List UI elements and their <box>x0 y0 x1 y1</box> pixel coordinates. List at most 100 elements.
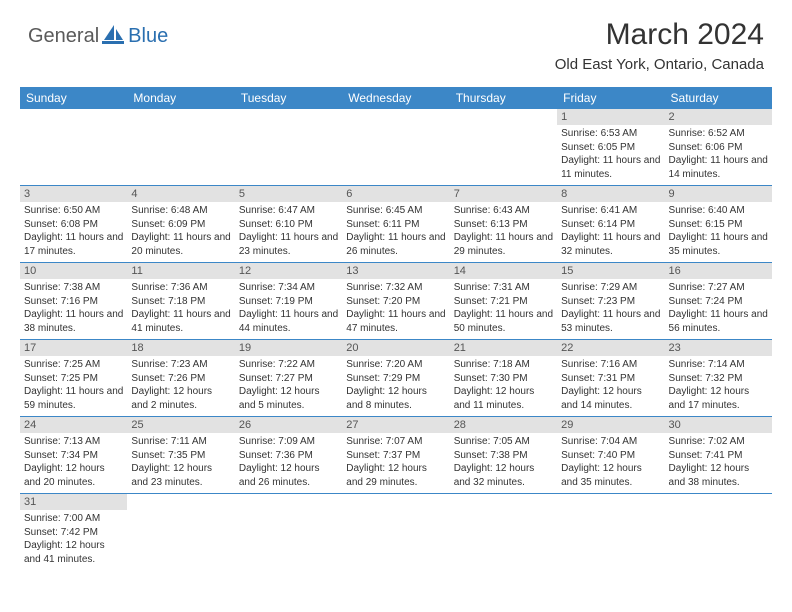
calendar-cell <box>127 109 234 186</box>
day-content: Sunrise: 6:40 AMSunset: 6:15 PMDaylight:… <box>665 202 772 262</box>
day-content: Sunrise: 7:18 AMSunset: 7:30 PMDaylight:… <box>450 356 557 416</box>
calendar-cell: 6Sunrise: 6:45 AMSunset: 6:11 PMDaylight… <box>342 186 449 263</box>
calendar-cell: 5Sunrise: 6:47 AMSunset: 6:10 PMDaylight… <box>235 186 342 263</box>
day-content: Sunrise: 6:41 AMSunset: 6:14 PMDaylight:… <box>557 202 664 262</box>
calendar-cell: 31Sunrise: 7:00 AMSunset: 7:42 PMDayligh… <box>20 494 127 571</box>
day-number: 7 <box>450 186 557 202</box>
day-content: Sunrise: 7:09 AMSunset: 7:36 PMDaylight:… <box>235 433 342 493</box>
day-number: 10 <box>20 263 127 279</box>
calendar-cell: 2Sunrise: 6:52 AMSunset: 6:06 PMDaylight… <box>665 109 772 186</box>
calendar-cell: 21Sunrise: 7:18 AMSunset: 7:30 PMDayligh… <box>450 340 557 417</box>
calendar-cell: 28Sunrise: 7:05 AMSunset: 7:38 PMDayligh… <box>450 417 557 494</box>
logo-text-blue: Blue <box>128 25 168 48</box>
day-number: 19 <box>235 340 342 356</box>
day-number: 24 <box>20 417 127 433</box>
day-content: Sunrise: 7:16 AMSunset: 7:31 PMDaylight:… <box>557 356 664 416</box>
calendar-week: 10Sunrise: 7:38 AMSunset: 7:16 PMDayligh… <box>20 263 772 340</box>
calendar-cell: 22Sunrise: 7:16 AMSunset: 7:31 PMDayligh… <box>557 340 664 417</box>
calendar-cell: 14Sunrise: 7:31 AMSunset: 7:21 PMDayligh… <box>450 263 557 340</box>
calendar-cell: 27Sunrise: 7:07 AMSunset: 7:37 PMDayligh… <box>342 417 449 494</box>
calendar-cell <box>127 494 234 571</box>
calendar-cell <box>665 494 772 571</box>
day-number: 9 <box>665 186 772 202</box>
day-number: 29 <box>557 417 664 433</box>
day-number: 17 <box>20 340 127 356</box>
day-number: 3 <box>20 186 127 202</box>
calendar-cell: 25Sunrise: 7:11 AMSunset: 7:35 PMDayligh… <box>127 417 234 494</box>
calendar-cell: 30Sunrise: 7:02 AMSunset: 7:41 PMDayligh… <box>665 417 772 494</box>
day-content: Sunrise: 7:13 AMSunset: 7:34 PMDaylight:… <box>20 433 127 493</box>
day-number: 6 <box>342 186 449 202</box>
day-content: Sunrise: 7:07 AMSunset: 7:37 PMDaylight:… <box>342 433 449 493</box>
calendar-cell: 16Sunrise: 7:27 AMSunset: 7:24 PMDayligh… <box>665 263 772 340</box>
day-number: 4 <box>127 186 234 202</box>
day-content: Sunrise: 7:20 AMSunset: 7:29 PMDaylight:… <box>342 356 449 416</box>
calendar-cell: 3Sunrise: 6:50 AMSunset: 6:08 PMDaylight… <box>20 186 127 263</box>
day-content: Sunrise: 7:25 AMSunset: 7:25 PMDaylight:… <box>20 356 127 416</box>
dow-header: Thursday <box>450 87 557 109</box>
calendar-cell: 12Sunrise: 7:34 AMSunset: 7:19 PMDayligh… <box>235 263 342 340</box>
logo-text-general: General <box>28 25 99 48</box>
day-content: Sunrise: 7:23 AMSunset: 7:26 PMDaylight:… <box>127 356 234 416</box>
day-content: Sunrise: 7:31 AMSunset: 7:21 PMDaylight:… <box>450 279 557 339</box>
calendar-week: 17Sunrise: 7:25 AMSunset: 7:25 PMDayligh… <box>20 340 772 417</box>
day-number: 21 <box>450 340 557 356</box>
dow-header: Sunday <box>20 87 127 109</box>
dow-header: Friday <box>557 87 664 109</box>
day-content: Sunrise: 6:48 AMSunset: 6:09 PMDaylight:… <box>127 202 234 262</box>
calendar-cell: 11Sunrise: 7:36 AMSunset: 7:18 PMDayligh… <box>127 263 234 340</box>
day-number: 26 <box>235 417 342 433</box>
calendar-table: SundayMondayTuesdayWednesdayThursdayFrid… <box>20 87 772 570</box>
calendar-cell: 23Sunrise: 7:14 AMSunset: 7:32 PMDayligh… <box>665 340 772 417</box>
calendar-cell: 29Sunrise: 7:04 AMSunset: 7:40 PMDayligh… <box>557 417 664 494</box>
day-content: Sunrise: 7:05 AMSunset: 7:38 PMDaylight:… <box>450 433 557 493</box>
day-number: 23 <box>665 340 772 356</box>
day-number: 2 <box>665 109 772 125</box>
calendar-cell: 20Sunrise: 7:20 AMSunset: 7:29 PMDayligh… <box>342 340 449 417</box>
title-block: March 2024 Old East York, Ontario, Canad… <box>555 18 764 73</box>
calendar-cell: 24Sunrise: 7:13 AMSunset: 7:34 PMDayligh… <box>20 417 127 494</box>
day-number: 12 <box>235 263 342 279</box>
day-number: 5 <box>235 186 342 202</box>
day-content: Sunrise: 7:34 AMSunset: 7:19 PMDaylight:… <box>235 279 342 339</box>
day-number: 8 <box>557 186 664 202</box>
day-content: Sunrise: 6:45 AMSunset: 6:11 PMDaylight:… <box>342 202 449 262</box>
calendar-cell: 13Sunrise: 7:32 AMSunset: 7:20 PMDayligh… <box>342 263 449 340</box>
day-content: Sunrise: 6:53 AMSunset: 6:05 PMDaylight:… <box>557 125 664 185</box>
day-number: 18 <box>127 340 234 356</box>
day-content: Sunrise: 7:38 AMSunset: 7:16 PMDaylight:… <box>20 279 127 339</box>
calendar-cell: 9Sunrise: 6:40 AMSunset: 6:15 PMDaylight… <box>665 186 772 263</box>
calendar-cell <box>342 494 449 571</box>
calendar-cell <box>342 109 449 186</box>
calendar-week: 3Sunrise: 6:50 AMSunset: 6:08 PMDaylight… <box>20 186 772 263</box>
calendar-cell: 7Sunrise: 6:43 AMSunset: 6:13 PMDaylight… <box>450 186 557 263</box>
day-number: 20 <box>342 340 449 356</box>
day-content: Sunrise: 6:43 AMSunset: 6:13 PMDaylight:… <box>450 202 557 262</box>
calendar-cell: 8Sunrise: 6:41 AMSunset: 6:14 PMDaylight… <box>557 186 664 263</box>
day-content: Sunrise: 7:29 AMSunset: 7:23 PMDaylight:… <box>557 279 664 339</box>
location-label: Old East York, Ontario, Canada <box>555 56 764 73</box>
day-number: 27 <box>342 417 449 433</box>
day-content: Sunrise: 7:14 AMSunset: 7:32 PMDaylight:… <box>665 356 772 416</box>
calendar-body: 1Sunrise: 6:53 AMSunset: 6:05 PMDaylight… <box>20 109 772 570</box>
calendar-cell <box>20 109 127 186</box>
calendar-cell: 18Sunrise: 7:23 AMSunset: 7:26 PMDayligh… <box>127 340 234 417</box>
day-content: Sunrise: 7:27 AMSunset: 7:24 PMDaylight:… <box>665 279 772 339</box>
calendar-cell: 1Sunrise: 6:53 AMSunset: 6:05 PMDaylight… <box>557 109 664 186</box>
day-number: 25 <box>127 417 234 433</box>
calendar-cell <box>235 494 342 571</box>
day-number: 11 <box>127 263 234 279</box>
sail-icon <box>102 24 124 49</box>
day-number: 31 <box>20 494 127 510</box>
calendar-head: SundayMondayTuesdayWednesdayThursdayFrid… <box>20 87 772 109</box>
day-content: Sunrise: 7:22 AMSunset: 7:27 PMDaylight:… <box>235 356 342 416</box>
calendar-cell: 15Sunrise: 7:29 AMSunset: 7:23 PMDayligh… <box>557 263 664 340</box>
calendar-week: 1Sunrise: 6:53 AMSunset: 6:05 PMDaylight… <box>20 109 772 186</box>
day-content: Sunrise: 7:04 AMSunset: 7:40 PMDaylight:… <box>557 433 664 493</box>
calendar-cell: 10Sunrise: 7:38 AMSunset: 7:16 PMDayligh… <box>20 263 127 340</box>
day-content: Sunrise: 6:47 AMSunset: 6:10 PMDaylight:… <box>235 202 342 262</box>
day-content: Sunrise: 7:32 AMSunset: 7:20 PMDaylight:… <box>342 279 449 339</box>
calendar-cell <box>557 494 664 571</box>
calendar-cell: 26Sunrise: 7:09 AMSunset: 7:36 PMDayligh… <box>235 417 342 494</box>
day-content: Sunrise: 6:50 AMSunset: 6:08 PMDaylight:… <box>20 202 127 262</box>
